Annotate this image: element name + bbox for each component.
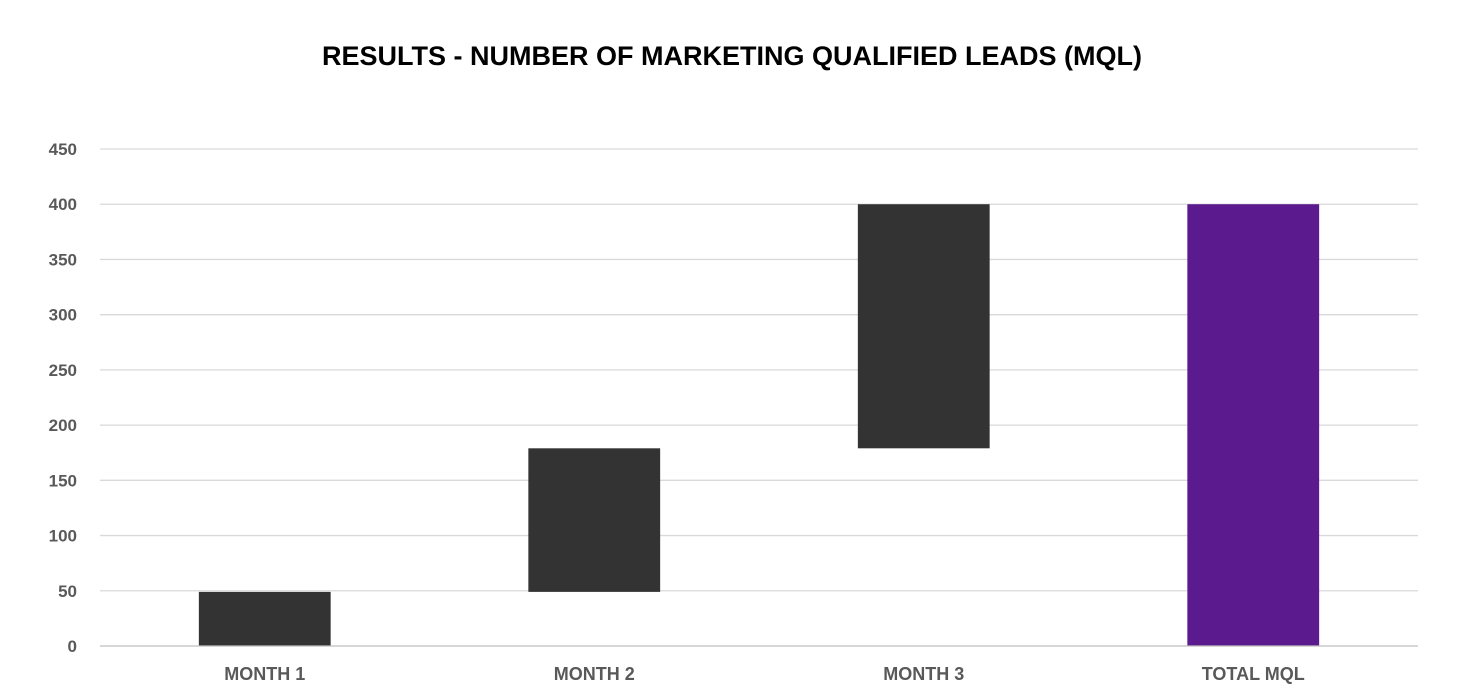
- x-category-label: MONTH 3: [883, 664, 964, 684]
- bars: [198, 204, 1320, 646]
- gridlines: [100, 148, 1418, 592]
- x-category-label: MONTH 1: [224, 664, 305, 684]
- y-tick-label: 200: [49, 416, 77, 435]
- y-tick-label: 300: [49, 306, 77, 325]
- y-tick-label: 150: [49, 471, 77, 490]
- y-tick-label: 0: [68, 637, 77, 656]
- chart-title: RESULTS - NUMBER OF MARKETING QUALIFIED …: [322, 41, 1142, 71]
- y-tick-label: 450: [49, 140, 77, 159]
- y-tick-label: 250: [49, 361, 77, 380]
- y-tick-label: 50: [58, 582, 77, 601]
- bar-month-2: [528, 448, 661, 592]
- bar-total-mql: [1187, 204, 1320, 646]
- y-tick-label: 100: [49, 527, 77, 546]
- bar-month-1: [198, 591, 331, 646]
- y-tick-label: 400: [49, 195, 77, 214]
- x-category-label: TOTAL MQL: [1202, 664, 1305, 684]
- y-tick-label: 350: [49, 250, 77, 269]
- x-axis-category-labels: MONTH 1 MONTH 2 MONTH 3 TOTAL MQL: [224, 664, 1305, 684]
- bar-month-3: [857, 204, 990, 449]
- y-axis-tick-labels: 0 50 100 150 200 250 300 350 400 450: [49, 140, 77, 656]
- x-category-label: MONTH 2: [554, 664, 635, 684]
